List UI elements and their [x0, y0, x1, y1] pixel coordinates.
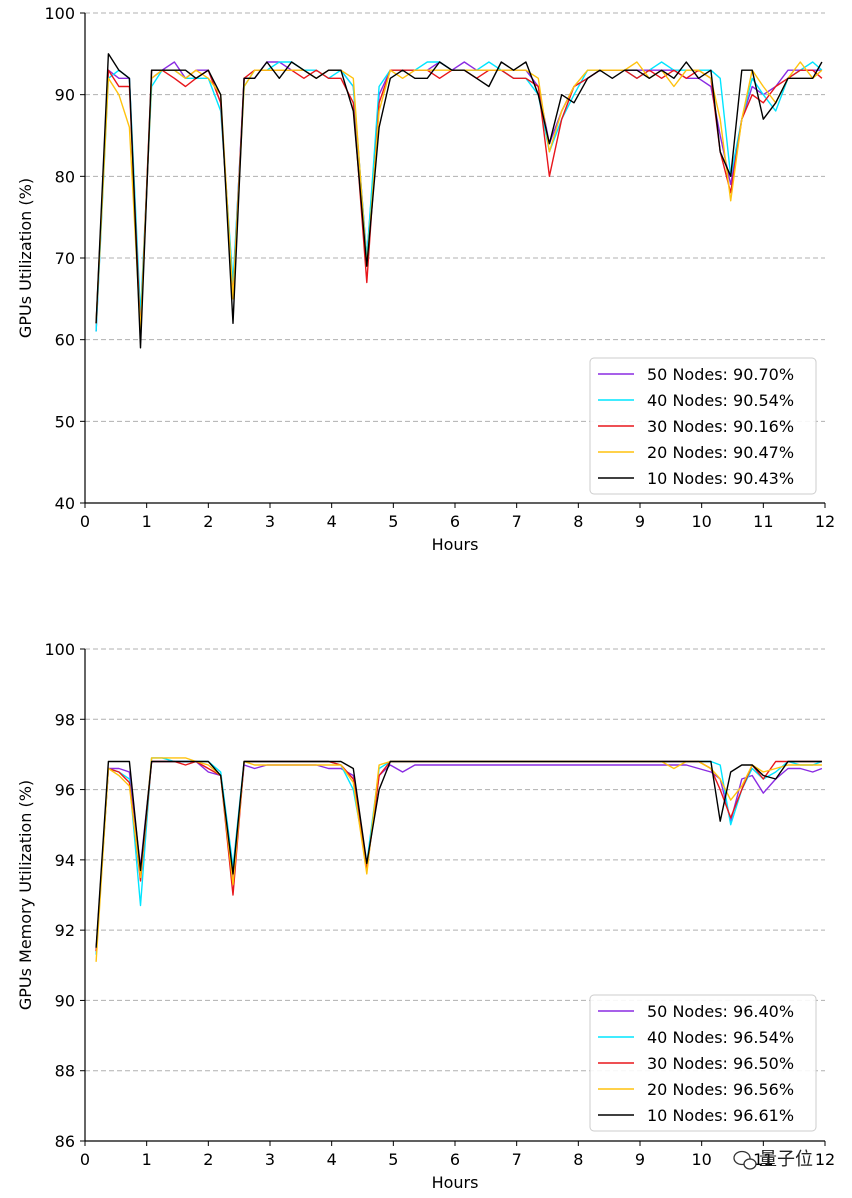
legend-entry-1: 50 Nodes: 90.70% [647, 365, 794, 384]
x-tick-label: 12 [815, 1150, 835, 1169]
series-line-2 [95, 757, 823, 955]
x-axis-label: Hours [432, 1173, 479, 1192]
wechat-icon [733, 1150, 757, 1170]
y-tick-label: 90 [55, 86, 75, 105]
y-tick-label: 60 [55, 331, 75, 350]
x-tick-label: 12 [815, 512, 835, 531]
x-tick-label: 3 [265, 512, 275, 531]
x-tick-label: 11 [753, 512, 773, 531]
legend-box [589, 994, 817, 1132]
x-tick-label: 2 [203, 1150, 213, 1169]
x-tick-label: 7 [512, 512, 522, 531]
x-tick-label: 8 [573, 1150, 583, 1169]
y-tick-label: 94 [55, 851, 75, 870]
y-tick-label: 100 [44, 640, 75, 659]
x-tick-label: 9 [635, 512, 645, 531]
series-line-2 [95, 61, 823, 332]
series-line-3 [95, 69, 823, 333]
legend-entry-5: 10 Nodes: 90.43% [647, 469, 794, 488]
y-tick-label: 98 [55, 710, 75, 729]
legend-entry-1: 50 Nodes: 96.40% [647, 1002, 794, 1021]
legend: 50 Nodes: 96.40% 40 Nodes: 96.54% 30 Nodes… [589, 994, 817, 1132]
legend-entry-5: 10 Nodes: 96.61% [647, 1106, 794, 1125]
x-tick-label: 2 [203, 512, 213, 531]
x-tick-label: 6 [450, 512, 460, 531]
y-tick-label: 86 [55, 1132, 75, 1151]
legend-entry-2: 40 Nodes: 96.54% [647, 1028, 794, 1047]
x-tick-label: 0 [80, 1150, 90, 1169]
y-tick-label: 70 [55, 249, 75, 268]
y-axis-label: GPUs Memory Utilization (%) [16, 780, 35, 1010]
x-tick-label: 11 [753, 1150, 773, 1169]
y-tick-label: 92 [55, 921, 75, 940]
x-tick-label: 10 [691, 1150, 711, 1169]
y-tick-label: 80 [55, 167, 75, 186]
x-axis-label: Hours [432, 535, 479, 554]
series-line-1 [95, 760, 823, 952]
x-tick-label: 9 [635, 1150, 645, 1169]
x-tick-label: 0 [80, 512, 90, 531]
x-tick-label: 5 [388, 512, 398, 531]
watermark-text: 量子位 [759, 1149, 813, 1170]
y-tick-label: 90 [55, 991, 75, 1010]
legend-entry-3: 30 Nodes: 90.16% [647, 417, 794, 436]
legend-entry-4: 20 Nodes: 96.56% [647, 1080, 794, 1099]
legend-entry-3: 30 Nodes: 96.50% [647, 1054, 794, 1073]
series-line-4 [95, 61, 823, 333]
y-axis-label: GPUs Utilization (%) [16, 178, 35, 338]
legend-box [589, 357, 817, 495]
x-tick-label: 4 [327, 1150, 337, 1169]
legend: 50 Nodes: 90.70% 40 Nodes: 90.54% 30 Nodes… [589, 357, 817, 495]
legend-entry-4: 20 Nodes: 90.47% [647, 443, 794, 462]
x-tick-label: 7 [512, 1150, 522, 1169]
x-tick-label: 8 [573, 512, 583, 531]
x-tick-label: 6 [450, 1150, 460, 1169]
x-tick-label: 4 [327, 512, 337, 531]
y-tick-label: 88 [55, 1062, 75, 1081]
legend-entry-2: 40 Nodes: 90.54% [647, 391, 794, 410]
y-tick-label: 100 [44, 4, 75, 23]
x-tick-label: 5 [388, 1150, 398, 1169]
x-tick-label: 1 [142, 512, 152, 531]
series-line-5 [95, 760, 822, 948]
wechat-bubble-large [733, 1150, 751, 1166]
y-tick-label: 40 [55, 494, 75, 513]
x-tick-label: 3 [265, 1150, 275, 1169]
wechat-bubble-small [743, 1158, 757, 1170]
x-tick-label: 10 [691, 512, 711, 531]
x-tick-label: 1 [142, 1150, 152, 1169]
y-tick-label: 50 [55, 412, 75, 431]
series-line-1 [95, 61, 822, 333]
y-tick-label: 96 [55, 781, 75, 800]
watermark: 量子位 [733, 1149, 813, 1170]
series-line-5 [95, 53, 823, 349]
